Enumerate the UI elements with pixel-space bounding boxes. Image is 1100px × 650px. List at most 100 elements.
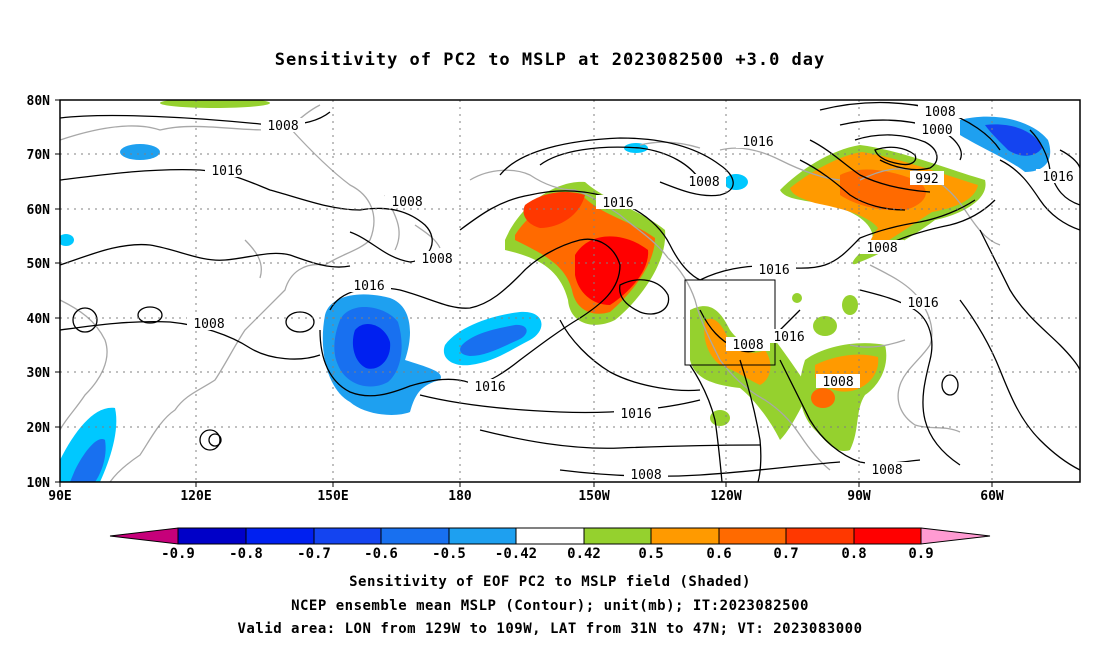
colorbar-swatch (245, 527, 315, 545)
colorbar-tick: -0.9 (161, 546, 195, 562)
lon-label: 90E (48, 489, 71, 504)
svg-text:1008: 1008 (630, 468, 661, 483)
colorbar-tick: -0.6 (364, 546, 398, 562)
blue-spot-4 (60, 234, 74, 246)
shaded-negative-regions (60, 116, 1051, 482)
colorbar-left-arrow (109, 527, 179, 545)
svg-text:1016: 1016 (474, 380, 505, 395)
svg-text:1016: 1016 (211, 164, 242, 179)
contour-label: 1016 (1036, 169, 1080, 185)
contour-label: 1008 (415, 251, 459, 267)
colorbar-tick: 0.7 (773, 546, 798, 562)
lat-label: 20N (27, 421, 51, 436)
colorbar-tick: 0.8 (841, 546, 866, 562)
svg-text:1016: 1016 (353, 279, 384, 294)
green-spot-5 (792, 293, 802, 303)
svg-text:1016: 1016 (773, 330, 804, 345)
plot-frame (59, 99, 1081, 483)
svg-text:1008: 1008 (866, 241, 897, 256)
red-region-gulf (575, 236, 649, 305)
colorbar-right-arrow (920, 527, 991, 545)
blue-core-arctic (985, 124, 1042, 156)
contour-label: 1016 (347, 278, 391, 294)
tick-marks (55, 99, 993, 487)
orange-region-nw-gulf (523, 192, 585, 228)
contour-label: 1016 (901, 295, 945, 311)
longitude-labels: 90E 120E 150E 180 150W 120W 90W 60W (48, 489, 1004, 504)
contour-label: 1008 (682, 174, 726, 190)
lat-label: 30N (27, 366, 51, 381)
colorbar-labels: -0.9 -0.8 -0.7 -0.6 -0.5 -0.42 0.42 0.5 … (161, 546, 934, 562)
contour-label: 1016 (468, 379, 512, 395)
colorbar (109, 527, 991, 545)
contour-label: 1016 (596, 195, 640, 211)
contour-label: 1008 (726, 337, 770, 353)
svg-text:1008: 1008 (871, 463, 902, 478)
valid-area-box (684, 279, 776, 366)
lon-label: 120W (710, 489, 741, 504)
lon-label: 150E (317, 489, 348, 504)
svg-text:1016: 1016 (1042, 170, 1073, 185)
colorbar-swatch (515, 527, 585, 545)
colorbar-tick: -0.7 (297, 546, 331, 562)
svg-text:1016: 1016 (742, 135, 773, 150)
lon-label: 120E (180, 489, 211, 504)
blue-spot-2 (724, 174, 748, 190)
colorbar-swatch (785, 527, 855, 545)
orange-region-mexico (704, 318, 771, 385)
shaded-positive-regions (160, 100, 986, 451)
svg-text:1008: 1008 (421, 252, 452, 267)
svg-text:1008: 1008 (688, 175, 719, 190)
contour-label: 1016 (752, 262, 796, 278)
green-spot-4 (842, 295, 858, 315)
contour-label: 1008 (865, 462, 909, 478)
colorbar-tick: -0.5 (432, 546, 466, 562)
lat-label: 10N (27, 476, 51, 491)
contour-label: 1016 (614, 406, 658, 422)
caption-line-2: NCEP ensemble mean MSLP (Contour); unit(… (291, 598, 809, 614)
lon-label: 180 (448, 489, 472, 504)
lat-label: 40N (27, 312, 51, 327)
svg-text:1016: 1016 (758, 263, 789, 278)
svg-text:1000: 1000 (921, 123, 952, 138)
caption-line-1: Sensitivity of EOF PC2 to MSLP field (Sh… (349, 574, 751, 590)
colorbar-swatch (650, 527, 720, 545)
lat-label: 80N (27, 94, 51, 109)
lat-label: 50N (27, 257, 51, 272)
svg-text:1008: 1008 (391, 195, 422, 210)
svg-text:1008: 1008 (267, 119, 298, 134)
lat-label: 70N (27, 148, 51, 163)
colorbar-swatch (380, 527, 450, 545)
contour-label: 1008 (187, 316, 231, 332)
colorbar-tick: -0.8 (229, 546, 263, 562)
caption-line-3: Valid area: LON from 129W to 109W, LAT f… (237, 621, 863, 637)
contour-label: 1016 (205, 163, 249, 179)
contour-label: 1008 (624, 467, 668, 483)
lon-label: 90W (847, 489, 871, 504)
colorbar-tick: 0.42 (567, 546, 601, 562)
orange-spot-caribbean (811, 388, 835, 408)
contour-label: 1008 (860, 240, 904, 256)
colorbar-tick: 0.5 (638, 546, 663, 562)
colorbar-swatch (718, 527, 787, 545)
contour-label: 1008 (918, 104, 962, 120)
colorbar-swatch (583, 527, 652, 545)
blue-region-central-core (460, 324, 527, 356)
blue-spot-1 (120, 144, 160, 160)
svg-text:1008: 1008 (822, 375, 853, 390)
blue-region-sw-core (70, 439, 106, 482)
blue-deep-pacific (352, 323, 391, 369)
svg-text:1008: 1008 (193, 317, 224, 332)
lat-label: 60N (27, 203, 51, 218)
colorbar-tick: 0.6 (706, 546, 731, 562)
green-spot-1 (160, 100, 270, 108)
colorbar-swatch (853, 527, 922, 545)
colorbar-tick: 0.9 (908, 546, 933, 562)
svg-text:1008: 1008 (732, 338, 763, 353)
contour-label: 1008 (385, 194, 429, 210)
svg-text:1016: 1016 (620, 407, 651, 422)
green-spot-2 (813, 316, 837, 336)
contour-labels: 1008 1016 1016 1008 1008 1016 1008 1016 … (187, 104, 1080, 483)
contour-label: 1008 (816, 374, 860, 390)
